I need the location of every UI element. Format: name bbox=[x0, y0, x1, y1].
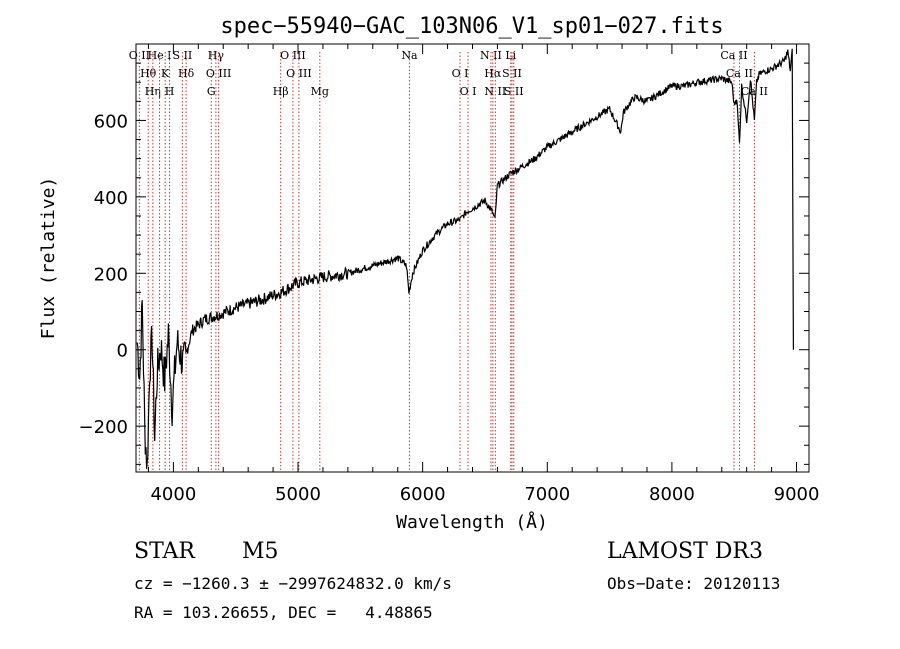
line-marker-label: Ca II bbox=[741, 85, 768, 98]
line-marker-label: Ca II bbox=[720, 49, 747, 62]
line-marker-label: S II bbox=[502, 67, 522, 80]
x-tick-label: 9000 bbox=[774, 484, 820, 505]
coordinates-readout: RA = 103.26655, DEC = 4.48865 bbox=[134, 603, 433, 622]
object-class: STAR bbox=[134, 539, 195, 564]
survey-name: LAMOST DR3 bbox=[607, 539, 763, 564]
line-marker-label: O III bbox=[280, 49, 306, 62]
y-tick-label: 600 bbox=[94, 111, 128, 132]
spectral-line-markers: O II Hθ Hη He I KH S II Hδ G Hγ O III Hβ O III O III… bbox=[129, 49, 768, 472]
chart-title: spec−55940−GAC_103N06_V1_sp01−027.fits bbox=[220, 14, 723, 39]
spectrum-flux-line bbox=[136, 48, 794, 469]
x-tick-label: 6000 bbox=[400, 484, 446, 505]
y-tick-label: 200 bbox=[94, 264, 128, 285]
object-subclass: M5 bbox=[242, 539, 279, 564]
x-tick-label: 4000 bbox=[150, 484, 196, 505]
line-marker-label: S II bbox=[504, 85, 524, 98]
redshift-readout: cz = −1260.3 ± −2997624832.0 km/s bbox=[134, 574, 452, 593]
y-axis-label: Flux (relative) bbox=[38, 177, 59, 340]
y-tick-label: −200 bbox=[79, 417, 128, 438]
line-marker-label: O II bbox=[129, 49, 150, 62]
plot-frame bbox=[135, 43, 810, 473]
line-marker-label: O I bbox=[460, 85, 477, 98]
x-axis-label: Wavelength (Å) bbox=[396, 511, 548, 533]
line-marker-label: S II bbox=[172, 49, 192, 62]
line-marker-label: N II bbox=[480, 49, 502, 62]
y-tick-label: 400 bbox=[94, 188, 128, 209]
line-marker-label: He I bbox=[148, 49, 172, 62]
line-marker-label: H bbox=[165, 85, 175, 98]
line-marker-label: Hα bbox=[484, 67, 502, 80]
line-marker-label: Hβ bbox=[273, 85, 289, 98]
line-marker-label: N II bbox=[484, 85, 506, 98]
x-tick-label: 5000 bbox=[275, 484, 321, 505]
line-marker-label: G bbox=[207, 85, 216, 98]
line-marker-label: Hδ bbox=[178, 67, 195, 80]
x-tick-label: 7000 bbox=[524, 484, 570, 505]
line-marker-label: Hθ bbox=[140, 67, 157, 80]
line-marker-label: Na bbox=[401, 49, 418, 62]
x-tick-label: 8000 bbox=[649, 484, 695, 505]
line-marker-label: O III bbox=[286, 67, 312, 80]
observation-date: Obs−Date: 20120113 bbox=[607, 574, 781, 593]
line-marker-label: Ca II bbox=[726, 67, 753, 80]
line-marker-label: Hγ bbox=[208, 49, 225, 62]
line-marker-label: K bbox=[161, 67, 170, 80]
line-marker-label: Li bbox=[505, 49, 516, 62]
line-marker-label: O III bbox=[206, 67, 232, 80]
line-marker-label: Hη bbox=[145, 85, 161, 98]
axis-ticks: 4000 5000 6000 7000 8000 9000 −200 0 200 400 600 bbox=[79, 44, 820, 505]
line-marker-label: O I bbox=[452, 67, 469, 80]
line-marker-label: Mg bbox=[311, 85, 329, 98]
y-tick-label: 0 bbox=[117, 341, 128, 362]
